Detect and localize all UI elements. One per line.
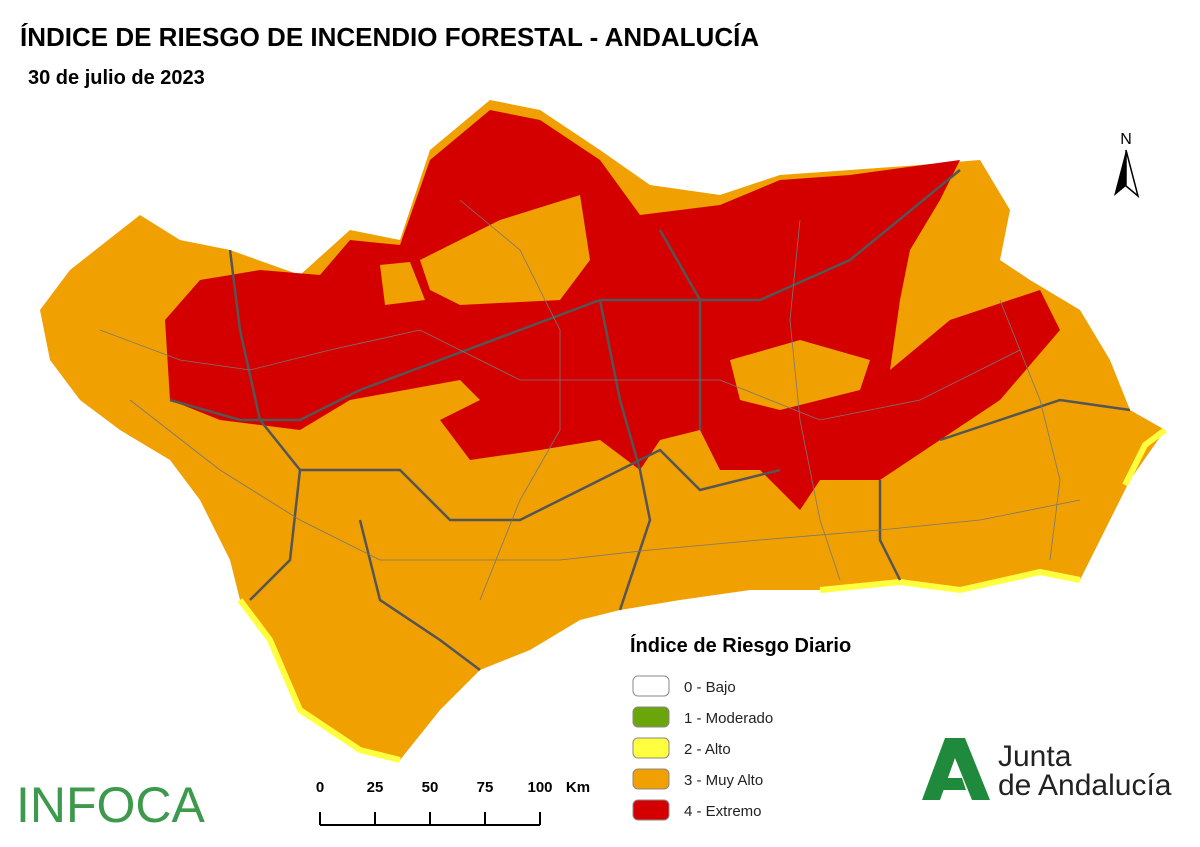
junta-logo: Junta de Andalucía [922, 738, 1172, 802]
junta-text: de Andalucía [998, 769, 1172, 802]
region-extremo [165, 110, 1060, 510]
scale-bar: Km 0 25 50 75 100 [316, 779, 590, 826]
title: ÍNDICE DE RIESGO DE INCENDIO FORESTAL - … [20, 22, 759, 52]
legend-swatch [632, 737, 670, 759]
scale-unit: Km [566, 779, 590, 796]
region-muy-alto [730, 340, 870, 410]
region-muy-alto [900, 200, 1000, 345]
north-arrow: N [1114, 131, 1140, 199]
region-muy-alto [380, 262, 425, 305]
junta-logo-bar [938, 778, 966, 790]
region-muy-alto [420, 195, 590, 305]
legend-label: 1 - Moderado [684, 710, 773, 727]
subtitle: 30 de julio de 2023 [28, 67, 205, 89]
legend: Índice de Riesgo Diario 0 - Bajo 1 - Mode… [630, 634, 851, 821]
scale-tick-label: 0 [316, 779, 324, 796]
coast-alto [819, 568, 1081, 594]
coast-alto [237, 598, 401, 763]
legend-label: 4 - Extremo [684, 803, 762, 820]
north-label: N [1120, 131, 1132, 148]
legend-swatch [632, 768, 670, 790]
scale-tick-label: 25 [367, 779, 384, 796]
province-borders [99, 169, 1131, 671]
infoca-logo: INFOCA [16, 777, 206, 833]
junta-logo-mark [922, 738, 990, 800]
junta-text: Junta [998, 740, 1072, 773]
scale-tick-label: 100 [527, 779, 552, 796]
legend-label: 3 - Muy Alto [684, 772, 763, 789]
legend-swatch [632, 675, 670, 697]
legend-title: Índice de Riesgo Diario [630, 634, 851, 657]
scale-tick-label: 75 [477, 779, 494, 796]
legend-swatch [632, 799, 670, 821]
legend-label: 0 - Bajo [684, 679, 736, 696]
map [40, 100, 1167, 763]
coast-alto [1122, 427, 1167, 487]
scale-tick-label: 50 [422, 779, 439, 796]
north-arrow-right [1125, 149, 1140, 199]
legend-label: 2 - Alto [684, 741, 731, 758]
legend-swatch [632, 706, 670, 728]
north-arrow-left [1114, 150, 1126, 196]
